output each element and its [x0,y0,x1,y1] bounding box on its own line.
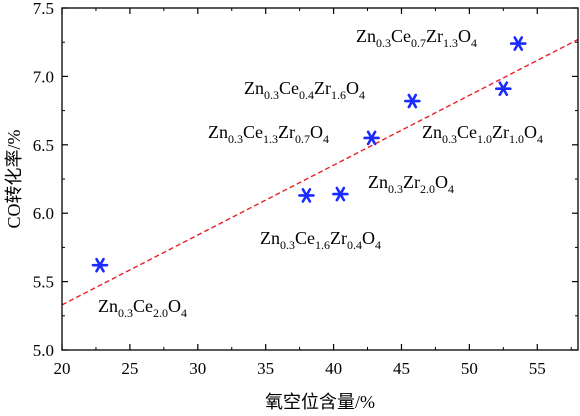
formula-subscript: 0.3 [388,182,403,196]
formula-element: O [524,122,537,142]
point-label: Zn0.3​Ce1.6​Zr0.4​O4​ [260,228,381,252]
point-label: Zn0.3​Ce1.0​Zr1.0​O4​ [422,122,543,146]
formula-element: O [346,78,359,98]
formula-element: Ce [457,122,477,142]
x-tick-label: 20 [54,359,71,378]
formula-element: O [458,26,471,46]
formula-element: Zr [492,122,509,142]
point-label: Zn0.3​Zr2.0​O4​ [368,172,454,196]
x-tick-label: 40 [325,359,342,378]
formula-subscript: 0.7 [411,36,426,50]
points-layer [91,36,527,273]
data-point [495,81,512,97]
x-tick-label: 35 [257,359,274,378]
formula-element: Ce [295,228,315,248]
marker-stroke [498,81,509,97]
data-point [363,130,380,146]
formula-subscript: 0.3 [376,36,391,50]
formula-element: Ce [279,78,299,98]
marker-stroke [407,93,418,109]
formula-element: O [435,172,448,192]
formula-subscript: 0.3 [264,88,279,102]
labels-layer: Zn0.3​Ce2.0​O4​Zn0.3​Ce1.6​Zr0.4​O4​Zn0.… [98,26,543,320]
formula-subscript: 1.0 [509,132,524,146]
marker-stroke [301,188,312,203]
formula-subscript: 4 [323,132,329,146]
data-point [404,93,421,109]
formula-element: Zr [278,122,295,142]
formula-subscript: 1.6 [315,238,330,252]
formula-subscript: 4 [537,132,543,146]
x-tick-label: 45 [393,359,410,378]
formula-element: Zr [426,26,443,46]
formula-element: Zn [244,78,264,98]
formula-subscript: 0.7 [295,132,310,146]
data-point [332,186,349,202]
formula-element: Zn [260,228,280,248]
axes-layer: 20 25 30 35 40 45 50 55 5.0 5.5 6.0 6.5 7.0 7.5 [33,0,579,378]
formula-subscript: 0.4 [347,238,362,252]
y-tick-label: 7.5 [33,0,54,18]
formula-element: O [362,228,375,248]
formula-element: Zr [330,228,347,248]
formula-subscript: 4 [359,88,365,102]
formula-subscript: 1.3 [443,36,458,50]
x-axis-title: 氧空位含量/% [265,392,375,412]
formula-subscript: 2.0 [420,182,435,196]
formula-subscript: 4 [448,182,454,196]
formula-element: Ce [391,26,411,46]
point-label: Zn0.3​Ce0.7​Zr1.3​O4​ [356,26,477,50]
marker-stroke [335,186,346,202]
formula-element: Ce [133,296,153,316]
data-point [298,188,315,203]
formula-element: Ce [243,122,263,142]
x-tick-label: 25 [121,359,138,378]
x-tick-label: 55 [529,359,546,378]
formula-element: O [168,296,181,316]
formula-subscript: 4 [375,238,381,252]
formula-element: Zn [422,122,442,142]
y-tick-label: 6.0 [33,204,54,223]
formula-element: Zr [314,78,331,98]
formula-subscript: 0.3 [280,238,295,252]
formula-subscript: 1.3 [263,132,278,146]
formula-subscript: 0.3 [118,306,133,320]
y-tick-label: 6.5 [33,136,54,155]
formula-subscript: 4 [181,306,187,320]
y-axis-title: CO转化率/% [4,129,24,228]
marker-stroke [513,36,524,51]
data-point [91,257,109,273]
point-label: Zn0.3​Ce2.0​O4​ [98,296,187,320]
point-label: Zn0.3​Ce0.4​Zr1.6​O4​ [244,78,365,102]
formula-subscript: 2.0 [153,306,168,320]
x-tick-label: 30 [189,359,206,378]
y-tick-label: 7.0 [33,67,54,86]
marker-stroke [366,130,377,146]
marker-stroke [95,257,105,273]
y-tick-label: 5.5 [33,273,54,292]
formula-element: O [310,122,323,142]
y-tick-label: 5.0 [33,341,54,360]
trend-layer [61,38,579,306]
formula-subscript: 0.3 [228,132,243,146]
x-tick-label: 50 [461,359,478,378]
formula-element: Zn [356,26,376,46]
data-point [509,36,527,51]
formula-subscript: 4 [471,36,477,50]
formula-element: Zr [403,172,420,192]
point-label: Zn0.3​Ce1.3​Zr0.7​O4​ [208,122,329,146]
formula-element: Zn [368,172,388,192]
formula-subscript: 1.6 [331,88,346,102]
formula-element: Zn [98,296,118,316]
trend-line [61,38,579,306]
formula-subscript: 1.0 [477,132,492,146]
formula-element: Zn [208,122,228,142]
formula-subscript: 0.3 [442,132,457,146]
formula-subscript: 0.4 [299,88,314,102]
